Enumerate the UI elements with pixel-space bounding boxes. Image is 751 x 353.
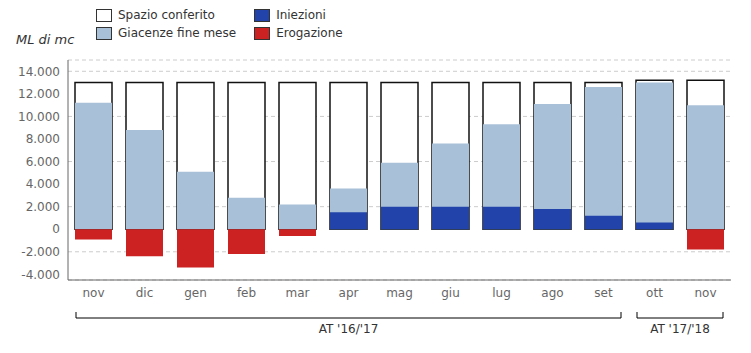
- html-text:Giacenze fine mese: Giacenze fine mese: [118, 26, 237, 40]
- svg-text:mag: mag: [386, 286, 413, 300]
- svg-text:giu: giu: [441, 286, 460, 300]
- html-text:Spazio conferito: Spazio conferito: [118, 8, 215, 22]
- svg-text:mar: mar: [286, 286, 310, 300]
- svg-text:set: set: [594, 286, 613, 300]
- svg-text:apr: apr: [339, 286, 359, 300]
- svg-text:dic: dic: [136, 286, 154, 300]
- svg-text:AT '17/'18: AT '17/'18: [650, 322, 710, 336]
- svg-text:2.000: 2.000: [26, 200, 60, 214]
- svg-text:4.000: 4.000: [26, 177, 60, 191]
- html-text:ML di mc: ML di mc: [16, 32, 75, 47]
- svg-text:10.000: 10.000: [18, 110, 60, 124]
- svg-text:ago: ago: [541, 286, 563, 300]
- svg-text:ott: ott: [646, 286, 663, 300]
- svg-text:nov: nov: [82, 286, 104, 300]
- svg-text:6.000: 6.000: [26, 155, 60, 169]
- svg-text:-4.000: -4.000: [21, 268, 60, 282]
- svg-text:14.000: 14.000: [18, 65, 60, 79]
- html-text:Erogazione: Erogazione: [276, 26, 343, 40]
- svg-text:8.000: 8.000: [26, 132, 60, 146]
- svg-text:nov: nov: [694, 286, 716, 300]
- svg-text:0: 0: [52, 222, 60, 236]
- svg-text:12.000: 12.000: [18, 87, 60, 101]
- svg-text:-2.000: -2.000: [21, 245, 60, 259]
- svg-text:feb: feb: [237, 286, 256, 300]
- svg-text:gen: gen: [184, 286, 207, 300]
- html-text:Iniezioni: Iniezioni: [276, 8, 326, 22]
- svg-text:AT '16/'17: AT '16/'17: [319, 322, 379, 336]
- svg-text:lug: lug: [492, 286, 511, 300]
